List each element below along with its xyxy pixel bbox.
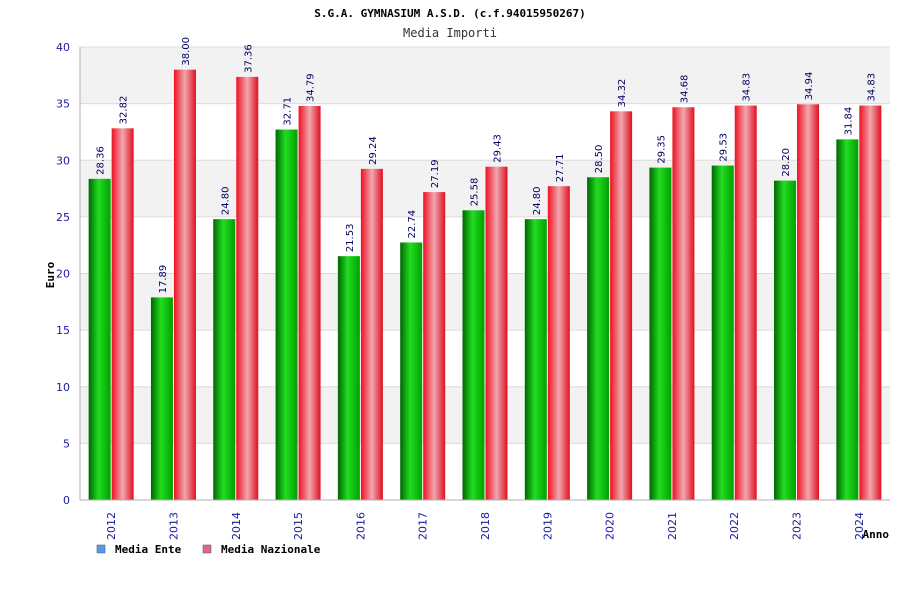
plot-band [80,330,890,387]
bar-media-nazionale-2013 [173,69,196,501]
data-label: 34.83 [742,73,753,102]
bar-media-ente-2013 [150,297,173,500]
x-tick-label: 2015 [292,512,305,540]
bar-media-ente-2019 [524,219,547,500]
plot-band [80,216,890,274]
data-label: 34.79 [306,73,317,102]
bar-media-nazionale-2016 [360,168,383,500]
bar-media-ente-2014 [213,219,236,500]
bar-media-nazionale-2022 [734,105,757,501]
data-label: 27.71 [555,154,566,183]
data-label: 22.74 [407,210,418,239]
x-tick-label: 2024 [853,512,866,540]
x-axis-ticks: 2012 2013 2014 2015 2016 2017 2018 2019 2020 2021… [105,512,866,540]
bar-media-nazionale-2018 [485,166,508,500]
data-label: 34.83 [866,73,877,102]
legend: Media Ente Media Nazionale [96,543,321,556]
y-tick-label: 15 [56,324,70,337]
x-tick-label: 2012 [105,512,118,540]
legend-label-media-ente: Media Ente [115,543,182,556]
bar-media-ente-2020 [587,177,610,501]
data-label: 27.19 [430,159,441,188]
legend-swatch-media-nazionale [202,544,212,554]
data-label: 17.89 [158,265,169,294]
chart-subtitle: Media Importi [403,26,497,40]
y-tick-label: 35 [56,98,70,111]
chart-title: S.G.A. GYMNASIUM A.S.D. (c.f.94015950267… [314,7,586,20]
data-label: 24.80 [532,186,543,215]
data-label: 28.36 [96,146,107,175]
plot-band [80,160,890,217]
x-tick-label: 2016 [354,512,367,540]
data-label: 32.82 [119,96,130,125]
bar-media-ente-2024 [836,139,859,501]
y-tick-label: 40 [56,41,70,54]
plot-band [80,103,890,161]
x-tick-label: 2014 [230,512,243,540]
y-tick-label: 5 [63,437,70,450]
bar-media-nazionale-2014 [236,76,259,500]
bar-media-nazionale-2019 [547,186,570,500]
bar-media-ente-2023 [774,180,797,500]
y-tick-label: 25 [56,211,70,224]
data-label: 34.68 [679,75,690,104]
data-label: 25.58 [470,178,481,207]
data-label: 24.80 [220,186,231,215]
data-label: 28.50 [594,145,605,174]
data-label: 38.00 [181,37,192,66]
y-tick-label: 30 [56,154,70,167]
legend-item-media-ente: Media Ente [96,543,182,556]
bar-media-nazionale-2017 [423,192,446,501]
data-label: 32.71 [283,97,294,126]
x-tick-label: 2021 [666,512,679,540]
x-axis-label: Anno [863,528,890,541]
y-axis-ticks: 0 5 10 15 20 25 30 35 40 [56,41,70,507]
y-tick-label: 0 [63,494,70,507]
data-label: 34.94 [804,72,815,101]
bar-media-ente-2017 [400,242,423,501]
x-tick-label: 2020 [604,512,617,540]
x-tick-label: 2018 [479,512,492,540]
data-label: 28.20 [781,148,792,177]
bar-media-nazionale-2020 [610,111,633,501]
bar-media-ente-2018 [462,210,485,500]
data-label: 31.84 [843,107,854,136]
bar-media-ente-2021 [649,167,672,500]
bar-media-nazionale-2023 [797,104,820,500]
data-labels: 28.36 32.82 17.89 38.00 24.80 37.36 32.71 34.79… [96,37,878,293]
x-tick-label: 2019 [541,512,554,540]
bar-media-ente-2022 [711,165,734,500]
bar-media-nazionale-2012 [111,128,134,500]
x-tick-label: 2013 [167,512,180,540]
plot-band [80,386,890,444]
x-tick-label: 2017 [417,512,430,540]
bar-media-ente-2012 [88,178,111,500]
legend-item-media-nazionale: Media Nazionale [202,543,321,556]
data-label: 29.43 [493,134,504,163]
bar-media-ente-2016 [337,256,360,500]
x-tick-label: 2023 [791,512,804,540]
y-tick-label: 10 [56,381,70,394]
data-label: 29.24 [368,136,379,165]
data-label: 34.32 [617,79,628,108]
data-label: 37.36 [243,44,254,73]
bar-media-nazionale-2015 [298,106,321,501]
data-label: 29.53 [719,133,730,162]
plot-band [80,273,890,331]
y-axis-label: Euro [44,261,57,288]
bars [88,69,882,501]
plot-band [80,443,890,500]
bar-media-nazionale-2021 [672,107,695,501]
data-label: 21.53 [345,224,356,253]
x-tick-label: 2022 [728,512,741,540]
plot-band [80,47,890,104]
legend-swatch-media-ente [96,544,106,554]
bar-media-nazionale-2024 [859,105,882,501]
data-label: 29.35 [656,135,667,164]
legend-label-media-nazionale: Media Nazionale [221,543,321,556]
y-tick-label: 20 [56,268,70,281]
bar-media-ente-2015 [275,129,298,500]
